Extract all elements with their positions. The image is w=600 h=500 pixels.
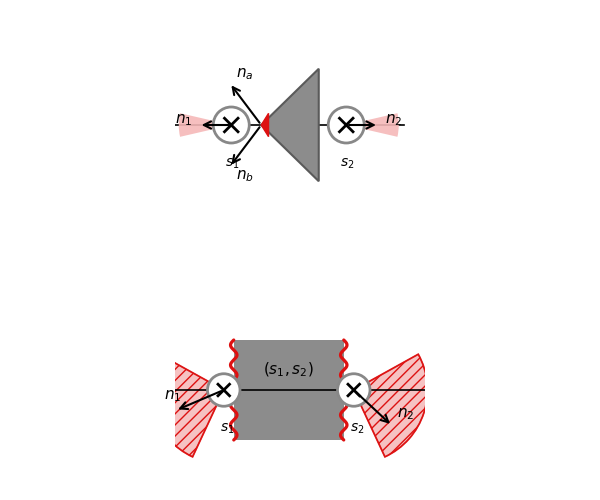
Circle shape bbox=[208, 374, 240, 406]
Text: $n_a$: $n_a$ bbox=[236, 66, 253, 82]
Wedge shape bbox=[354, 354, 427, 457]
Polygon shape bbox=[261, 68, 319, 181]
Text: $n_2$: $n_2$ bbox=[385, 112, 403, 128]
Text: $s_2$: $s_2$ bbox=[340, 157, 355, 171]
Text: $(s_1,s_2)$: $(s_1,s_2)$ bbox=[263, 361, 314, 379]
Text: $n_2$: $n_2$ bbox=[397, 406, 415, 422]
Circle shape bbox=[328, 107, 364, 143]
Wedge shape bbox=[346, 113, 399, 137]
Text: $s_2$: $s_2$ bbox=[350, 421, 365, 436]
Text: $n_b$: $n_b$ bbox=[236, 168, 254, 184]
Text: $n_1$: $n_1$ bbox=[175, 112, 193, 128]
Polygon shape bbox=[261, 114, 269, 136]
Text: $s_1$: $s_1$ bbox=[225, 157, 240, 171]
Polygon shape bbox=[234, 340, 344, 440]
Text: $n_1$: $n_1$ bbox=[164, 388, 182, 404]
Wedge shape bbox=[150, 354, 224, 457]
Circle shape bbox=[213, 107, 249, 143]
Circle shape bbox=[337, 374, 370, 406]
Text: $s_1$: $s_1$ bbox=[220, 421, 235, 436]
Wedge shape bbox=[179, 113, 231, 137]
